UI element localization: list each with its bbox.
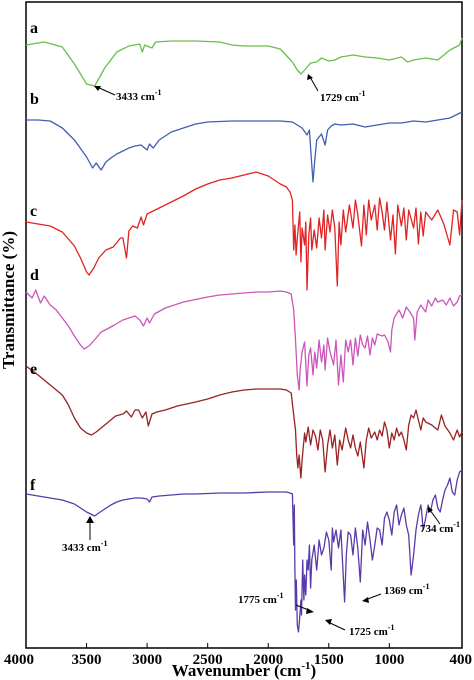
arrowhead-f-1725 (325, 619, 332, 625)
x-tick-label-400: 400 (450, 652, 473, 668)
annotation-f-1775: 1775 cm-1 (238, 591, 283, 606)
annotation-arrows (89, 76, 441, 631)
series-a-line (25, 37, 463, 87)
arrow-f-1725 (327, 621, 346, 631)
arrowhead-f-734 (428, 507, 433, 513)
panel-label-d: d (30, 267, 39, 284)
series-d-line (25, 289, 463, 391)
series-c-line (25, 171, 463, 291)
series-layer (25, 37, 463, 633)
series-f-line (25, 469, 463, 633)
x-tick-label-3000: 3000 (132, 652, 162, 668)
arrowhead-a-3433 (94, 86, 101, 91)
x-tick-label-4000: 4000 (4, 652, 34, 668)
panel-label-c: c (30, 203, 37, 220)
panel-label-a: a (30, 20, 38, 37)
annotation-f-734: 734 cm-1 (420, 520, 460, 535)
x-tick-label-2500: 2500 (193, 652, 223, 668)
annotation-f-1369: 1369 cm-1 (384, 582, 429, 597)
series-e-line (25, 365, 463, 479)
y-axis-title: Transmittance (%) (0, 231, 18, 369)
x-tick-label-1000: 1000 (374, 652, 404, 668)
arrowhead-f-3433 (86, 516, 94, 523)
x-tick-label-2000: 2000 (253, 652, 283, 668)
annotation-a-3433: 3433 cm-1 (116, 88, 161, 103)
arrowhead-f-1775 (306, 608, 314, 614)
arrow-f-734 (429, 509, 441, 525)
arrow-a-1729 (309, 76, 319, 92)
annotation-f-1725: 1725 cm-1 (349, 623, 394, 638)
annotation-f-3433: 3433 cm-1 (62, 539, 107, 554)
arrow-a-3433 (96, 86, 116, 96)
plot-frame (25, 1, 463, 649)
panel-label-e: e (30, 361, 37, 378)
panel-label-b: b (30, 91, 39, 108)
annotation-a-1729: 1729 cm-1 (320, 89, 365, 104)
panel-label-f: f (30, 477, 36, 494)
annotation-arrowheads (86, 74, 433, 625)
x-axis-title: Wavenumber (cm-1) (172, 660, 316, 680)
x-axis-ticks: 4000 3500 3000 2500 2000 1500 1000 400 (4, 643, 472, 668)
series-b-line (26, 111, 463, 183)
arrowhead-a-1729 (307, 74, 313, 80)
x-tick-label-3500: 3500 (72, 652, 102, 668)
arrowhead-f-1369 (362, 597, 369, 603)
x-tick-label-1500: 1500 (314, 652, 344, 668)
